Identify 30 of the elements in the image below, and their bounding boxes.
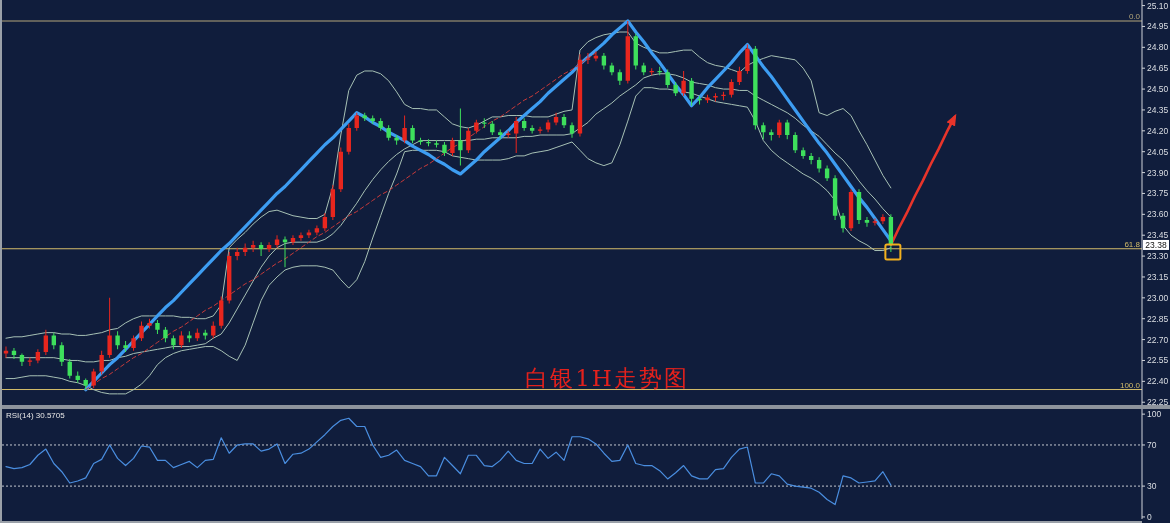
y-tick-label: 23.60	[1147, 209, 1169, 220]
y-tick-label: 22.40	[1147, 376, 1169, 387]
title: 白银1H走势图	[525, 365, 689, 391]
y-tick-label: 24.35	[1147, 104, 1169, 115]
title: RSI(14) 30.5705	[6, 411, 65, 420]
y-tick-label: 0	[1147, 511, 1152, 522]
y-tick-label: 24.95	[1147, 21, 1169, 32]
y-tick-label: 24.80	[1147, 42, 1169, 53]
y-tick-label: 30	[1147, 481, 1157, 492]
y-tick-label: 22.25	[1147, 397, 1169, 408]
price-tag: 23.38	[1143, 239, 1169, 250]
y-tick-label: 100	[1147, 409, 1162, 420]
y-tick-label: 23.75	[1147, 188, 1169, 199]
ref-line-label: 100.0	[1119, 380, 1140, 390]
y-tick-label: 24.20	[1147, 125, 1169, 136]
ref-line-label: 0.0	[1128, 12, 1140, 21]
y-tick-label: 22.55	[1147, 355, 1169, 366]
y-tick-label: 23.30	[1147, 251, 1169, 262]
y-tick-label: 24.05	[1147, 146, 1169, 157]
y-tick-label: 25.10	[1147, 0, 1169, 11]
y-tick-label: 70	[1147, 440, 1157, 450]
y-tick-label: 22.85	[1147, 313, 1169, 324]
y-tick-label: 23.90	[1147, 167, 1169, 178]
y-tick-label: 24.50	[1147, 84, 1169, 95]
ref-line-label: 61.8	[1124, 239, 1140, 249]
y-tick-label: 23.15	[1147, 271, 1169, 282]
y-tick-label: 24.65	[1147, 63, 1169, 74]
y-tick-label: 23.00	[1147, 292, 1169, 303]
y-tick-label: 23.45	[1147, 230, 1169, 241]
y-tick-label: 22.70	[1147, 334, 1169, 345]
